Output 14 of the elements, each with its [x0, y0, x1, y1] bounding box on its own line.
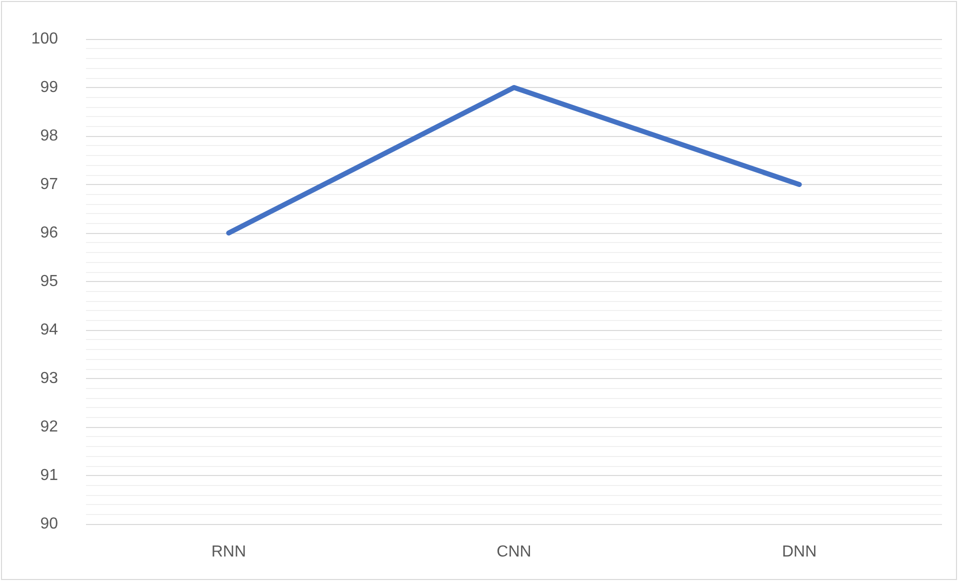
- x-tick-label: CNN: [496, 544, 532, 560]
- y-tick-label: 91: [40, 467, 58, 484]
- y-tick-label: 97: [40, 176, 58, 193]
- y-tick-label: 94: [40, 322, 58, 338]
- y-tick-label: 95: [40, 273, 58, 290]
- x-tick-label: RNN: [211, 544, 246, 560]
- y-tick-label: 98: [40, 128, 58, 144]
- y-tick-label: 90: [40, 516, 58, 532]
- y-tick-label: 93: [40, 370, 58, 387]
- y-tick-label: 99: [40, 79, 58, 96]
- y-tick-label: 100: [31, 30, 58, 48]
- y-tick-label: 92: [40, 418, 58, 436]
- y-tick-label: 96: [40, 224, 58, 242]
- x-tick-label: DNN: [782, 544, 817, 560]
